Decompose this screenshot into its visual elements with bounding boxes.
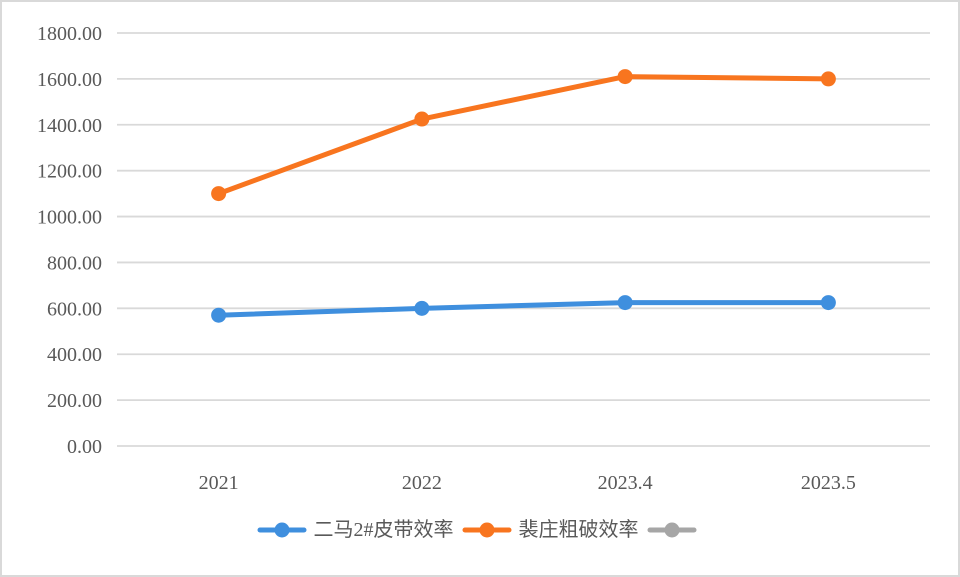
- legend-line-marker-icon: [257, 522, 306, 538]
- y-axis-tick-label: 1400.00: [37, 115, 102, 137]
- y-axis-tick-label: 1600.00: [37, 69, 102, 91]
- y-axis-tick-label: 1200.00: [37, 161, 102, 183]
- series-line: [216, 300, 831, 318]
- y-axis-tick-label: 1000.00: [37, 207, 102, 229]
- legend-item: 裴庄粗破效率: [462, 520, 639, 540]
- data-point: [414, 300, 430, 316]
- y-axis-tick-label: 600.00: [47, 298, 102, 320]
- data-point: [820, 295, 836, 311]
- x-axis-tick-label: 2022: [402, 472, 442, 494]
- legend-label: 二马2#皮带效率: [313, 519, 454, 541]
- data-point: [820, 71, 836, 87]
- y-axis-tick-label: 400.00: [47, 344, 102, 366]
- y-axis-tick-label: 1800.00: [37, 23, 102, 45]
- legend-label: 裴庄粗破效率: [518, 519, 639, 541]
- legend-item: 二马2#皮带效率: [257, 520, 454, 540]
- y-axis-tick-label: 800.00: [47, 252, 102, 274]
- data-point: [617, 295, 633, 311]
- y-axis-tick-label: 0.00: [67, 436, 102, 458]
- x-axis-tick-label: 2023.5: [801, 472, 856, 494]
- data-point: [617, 69, 633, 85]
- legend-line-marker-icon: [462, 522, 511, 538]
- legend-item: [647, 521, 704, 539]
- data-point: [211, 307, 227, 323]
- legend-line-marker-icon: [647, 522, 696, 538]
- data-point: [211, 186, 227, 202]
- x-axis-tick-label: 2021: [199, 472, 239, 494]
- series-line: [216, 74, 831, 197]
- x-axis-tick-label: 2023.4: [598, 472, 653, 494]
- y-axis-tick-label: 200.00: [47, 390, 102, 412]
- data-point: [414, 111, 430, 127]
- chart-legend: 二马2#皮带效率 裴庄粗破效率: [2, 520, 958, 540]
